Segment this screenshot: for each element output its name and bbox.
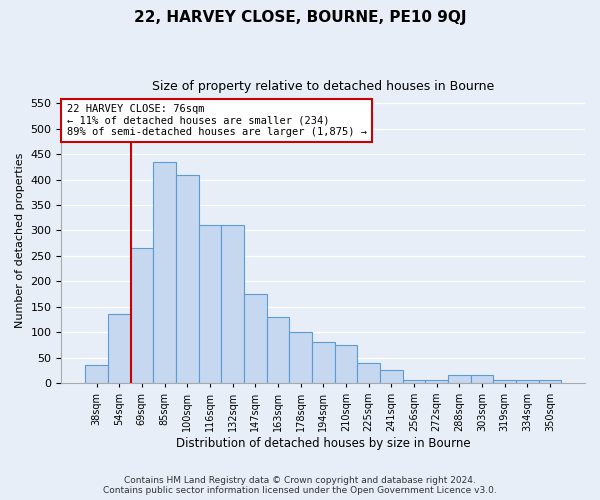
Bar — [403, 380, 425, 383]
Bar — [357, 362, 380, 383]
Bar — [470, 376, 493, 383]
Bar — [380, 370, 403, 383]
Text: Contains HM Land Registry data © Crown copyright and database right 2024.
Contai: Contains HM Land Registry data © Crown c… — [103, 476, 497, 495]
Title: Size of property relative to detached houses in Bourne: Size of property relative to detached ho… — [152, 80, 494, 93]
Bar — [289, 332, 312, 383]
Bar — [176, 174, 199, 383]
Bar — [312, 342, 335, 383]
Bar — [85, 365, 108, 383]
Bar — [335, 345, 357, 383]
Bar — [199, 226, 221, 383]
Text: 22, HARVEY CLOSE, BOURNE, PE10 9QJ: 22, HARVEY CLOSE, BOURNE, PE10 9QJ — [134, 10, 466, 25]
Bar — [266, 317, 289, 383]
Bar — [493, 380, 516, 383]
Bar — [153, 162, 176, 383]
Bar — [108, 314, 131, 383]
Bar — [131, 248, 153, 383]
Bar — [221, 226, 244, 383]
Bar — [448, 376, 470, 383]
X-axis label: Distribution of detached houses by size in Bourne: Distribution of detached houses by size … — [176, 437, 470, 450]
Bar — [244, 294, 266, 383]
Text: 22 HARVEY CLOSE: 76sqm
← 11% of detached houses are smaller (234)
89% of semi-de: 22 HARVEY CLOSE: 76sqm ← 11% of detached… — [67, 104, 367, 137]
Bar — [425, 380, 448, 383]
Y-axis label: Number of detached properties: Number of detached properties — [15, 153, 25, 328]
Bar — [516, 380, 539, 383]
Bar — [539, 380, 561, 383]
